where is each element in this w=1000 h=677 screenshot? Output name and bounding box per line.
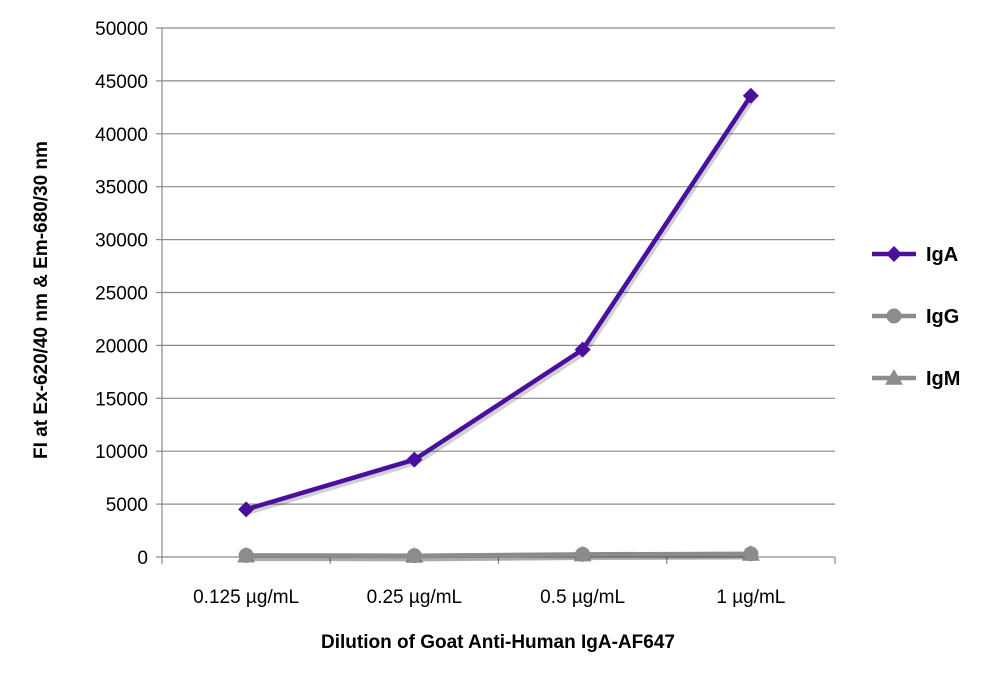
gridlines xyxy=(162,27,835,505)
data-point xyxy=(742,87,759,104)
y-tick-label: 10000 xyxy=(95,442,148,463)
x-tick-label: 0.125 µg/mL xyxy=(193,587,299,608)
series-line xyxy=(243,551,754,558)
axes xyxy=(156,27,836,564)
series-iga xyxy=(238,87,759,518)
legend-label: IgG xyxy=(926,306,959,328)
legend-item-igg: IgG xyxy=(872,306,959,328)
data-point xyxy=(238,501,255,518)
series-shadow xyxy=(248,554,753,562)
y-tick-label: 30000 xyxy=(95,231,148,252)
legend: IgA IgG IgM xyxy=(872,244,960,390)
legend-label: IgA xyxy=(926,244,958,266)
x-tick-labels: 0.125 µg/mL 0.25 µg/mL 0.5 µg/mL 1 µg/mL xyxy=(193,587,785,608)
legend-item-igm: IgM xyxy=(872,368,960,390)
y-tick-labels: 0 5000 10000 15000 20000 25000 30000 35000 40000… xyxy=(95,19,148,569)
data-point xyxy=(575,546,591,562)
legend-label: IgM xyxy=(926,368,960,390)
x-tick-label: 0.25 µg/mL xyxy=(367,587,462,608)
y-tick-label: 35000 xyxy=(95,178,148,199)
legend-swatch-marker xyxy=(886,308,902,324)
x-tick-label: 0.5 µg/mL xyxy=(540,587,625,608)
y-tick-label: 5000 xyxy=(106,495,148,516)
y-tick-label: 0 xyxy=(137,548,148,569)
y-tick-label: 20000 xyxy=(95,336,148,357)
series-line xyxy=(243,93,754,512)
legend-swatch-marker xyxy=(885,369,903,385)
series-igg xyxy=(238,546,759,564)
x-tick-label: 1 µg/mL xyxy=(716,587,785,608)
legend-item-iga: IgA xyxy=(872,244,958,266)
y-tick-label: 25000 xyxy=(95,284,148,305)
y-tick-label: 40000 xyxy=(95,125,148,146)
data-point xyxy=(574,341,591,358)
data-point xyxy=(406,548,422,564)
series-shadow xyxy=(248,554,753,562)
x-axis-title: Dilution of Goat Anti-Human IgA-AF647 xyxy=(321,632,675,653)
legend-swatch-marker xyxy=(886,246,902,262)
y-axis-title: FI at Ex-620/40 nm & Em-680/30 nm xyxy=(31,141,52,459)
y-tick-label: 50000 xyxy=(95,19,148,40)
series-lines xyxy=(237,87,760,564)
data-point xyxy=(406,451,423,468)
data-point xyxy=(743,546,759,562)
y-tick-label: 15000 xyxy=(95,389,148,410)
y-tick-label: 45000 xyxy=(95,72,148,93)
series-shadow xyxy=(247,97,755,515)
data-point xyxy=(238,547,254,563)
